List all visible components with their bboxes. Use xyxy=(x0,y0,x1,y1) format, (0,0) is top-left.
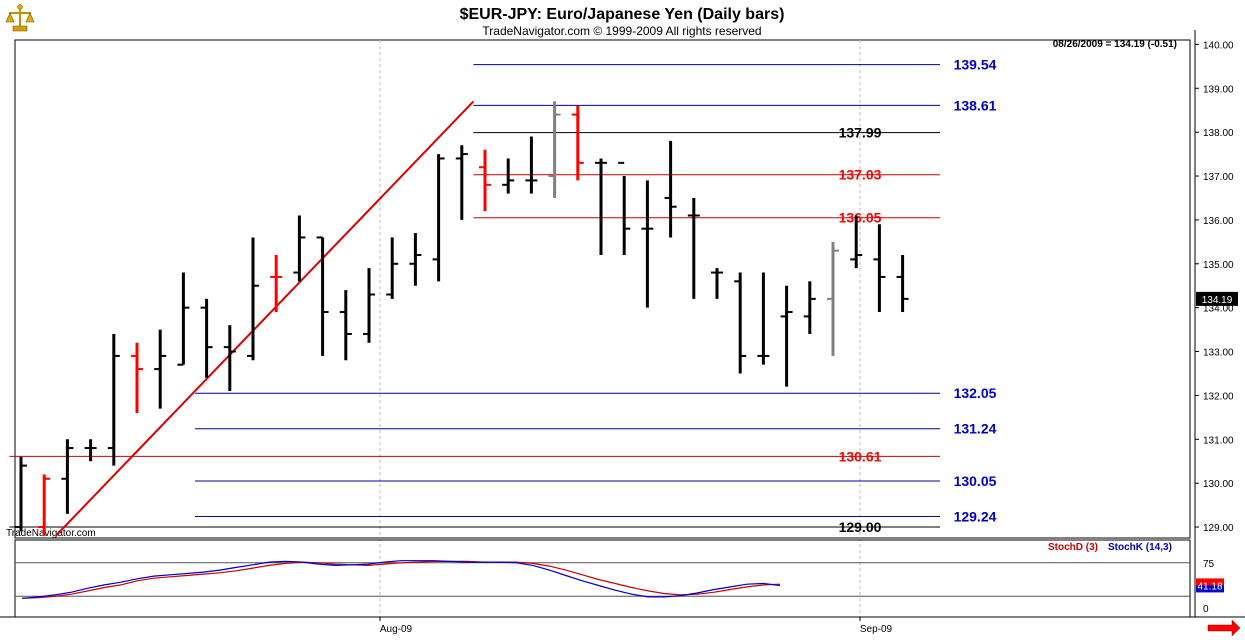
ohlc-bar xyxy=(223,325,236,392)
level-label: 138.61 xyxy=(954,97,997,113)
ohlc-bar xyxy=(850,215,863,269)
ohlc-bar xyxy=(571,105,584,181)
ohlc-bar xyxy=(479,149,491,212)
last-price-info: 08/26/2009 = 134.19 (-0.51) xyxy=(1053,39,1177,50)
y-tick-label: 140.00 xyxy=(1203,40,1234,51)
last-price-label: 134.19 xyxy=(1202,295,1233,306)
ohlc-bar xyxy=(177,272,190,366)
price-panel-frame xyxy=(14,39,1191,539)
trend-line xyxy=(55,100,475,537)
stochastic-panel: Aug-09 Sep-09 75 0 StochD (3) StochK (14,3) 41… xyxy=(0,539,1245,635)
stoch-last-badge-top xyxy=(1196,578,1224,586)
ohlc-bar xyxy=(247,237,259,361)
ohlc-bar xyxy=(154,329,167,409)
ohlc-bar xyxy=(896,254,909,313)
price-panel: 140.00 139.00 138.00 137.00 136.00 135.00 134.… xyxy=(9,30,1238,617)
y-tick-label: 139.00 xyxy=(1203,84,1234,95)
x-tick-label: Aug-09 xyxy=(380,624,413,635)
level-label: 129.00 xyxy=(839,519,882,535)
ohlc-bar xyxy=(548,101,561,198)
watermark: TradeNavigator.com xyxy=(6,528,96,539)
legend-stochk: StochK (14,3) xyxy=(1108,542,1172,553)
y-tick-label: 131.00 xyxy=(1203,435,1234,446)
ohlc-bar xyxy=(780,285,793,387)
ohlc-bar xyxy=(386,237,399,299)
x-tick-label: Sep-09 xyxy=(860,624,893,635)
legend-stochd: StochD (3) xyxy=(1048,542,1098,553)
chart-subtitle: TradeNavigator.com © 1999-2009 All right… xyxy=(482,24,761,38)
ohlc-bar xyxy=(455,145,468,220)
ohlc-bar xyxy=(803,281,816,334)
level-label: 131.24 xyxy=(954,421,997,437)
ohlc-bar xyxy=(734,272,747,374)
ohlc-bar xyxy=(409,233,422,286)
ohlc-bar xyxy=(595,158,607,255)
y-tick-label: 138.00 xyxy=(1203,128,1234,139)
ohlc-bar xyxy=(873,224,886,313)
y-tick-label: 136.00 xyxy=(1203,216,1234,227)
stoch-y-tick-label: 0 xyxy=(1203,604,1209,615)
ohlc-bar xyxy=(363,268,375,343)
ohlc-bar xyxy=(38,474,51,536)
ohlc-bar xyxy=(502,158,515,194)
stoch-series-line xyxy=(21,560,781,599)
level-label: 130.61 xyxy=(839,448,882,464)
level-label: 137.99 xyxy=(839,125,882,141)
ohlc-bar xyxy=(61,439,74,514)
stoch-y-tick-label: 75 xyxy=(1203,559,1215,570)
y-tick-label: 132.00 xyxy=(1203,391,1234,402)
level-label: 129.24 xyxy=(954,509,997,525)
y-tick-label: 133.00 xyxy=(1203,348,1234,359)
ohlc-bar xyxy=(270,254,283,313)
scroll-right-arrow-icon[interactable] xyxy=(1207,619,1241,637)
chart-title: $EUR-JPY: Euro/Japanese Yen (Daily bars) xyxy=(460,6,785,23)
ohlc-bar xyxy=(131,342,143,413)
ohlc-bar xyxy=(827,241,839,356)
ohlc-bar xyxy=(664,140,677,238)
level-label: 130.05 xyxy=(954,473,997,489)
stoch-last-value-label: 41.18 xyxy=(1197,581,1222,592)
ohlc-bar xyxy=(687,197,700,299)
ohlc-bar xyxy=(339,290,352,361)
stoch-last-badge-bottom xyxy=(1196,585,1224,593)
ohlc-bar xyxy=(107,333,120,466)
ohlc-bar xyxy=(200,298,213,378)
scales-icon xyxy=(5,4,35,32)
ohlc-bar xyxy=(711,268,723,299)
y-tick-label: 137.00 xyxy=(1203,172,1234,183)
ohlc-bar xyxy=(618,161,631,255)
y-tick-label: 134.00 xyxy=(1203,304,1234,315)
stoch-series-line xyxy=(21,560,781,599)
y-tick-label: 135.00 xyxy=(1203,260,1234,271)
ohlc-bar xyxy=(432,154,445,282)
level-label: 137.03 xyxy=(839,167,882,183)
ohlc-bar xyxy=(525,136,538,194)
ohlc-bar xyxy=(757,272,770,365)
y-tick-label: 129.00 xyxy=(1203,523,1234,534)
ohlc-bar xyxy=(293,215,306,282)
ohlc-bar xyxy=(316,236,329,356)
level-label: 139.54 xyxy=(954,57,997,73)
level-label: 132.05 xyxy=(954,385,997,401)
y-tick-label: 130.00 xyxy=(1203,479,1234,490)
last-price-badge xyxy=(1196,291,1238,306)
level-label: 136.05 xyxy=(839,210,882,226)
ohlc-bar xyxy=(641,180,654,308)
ohlc-bar xyxy=(15,456,27,532)
ohlc-bar xyxy=(84,439,97,462)
